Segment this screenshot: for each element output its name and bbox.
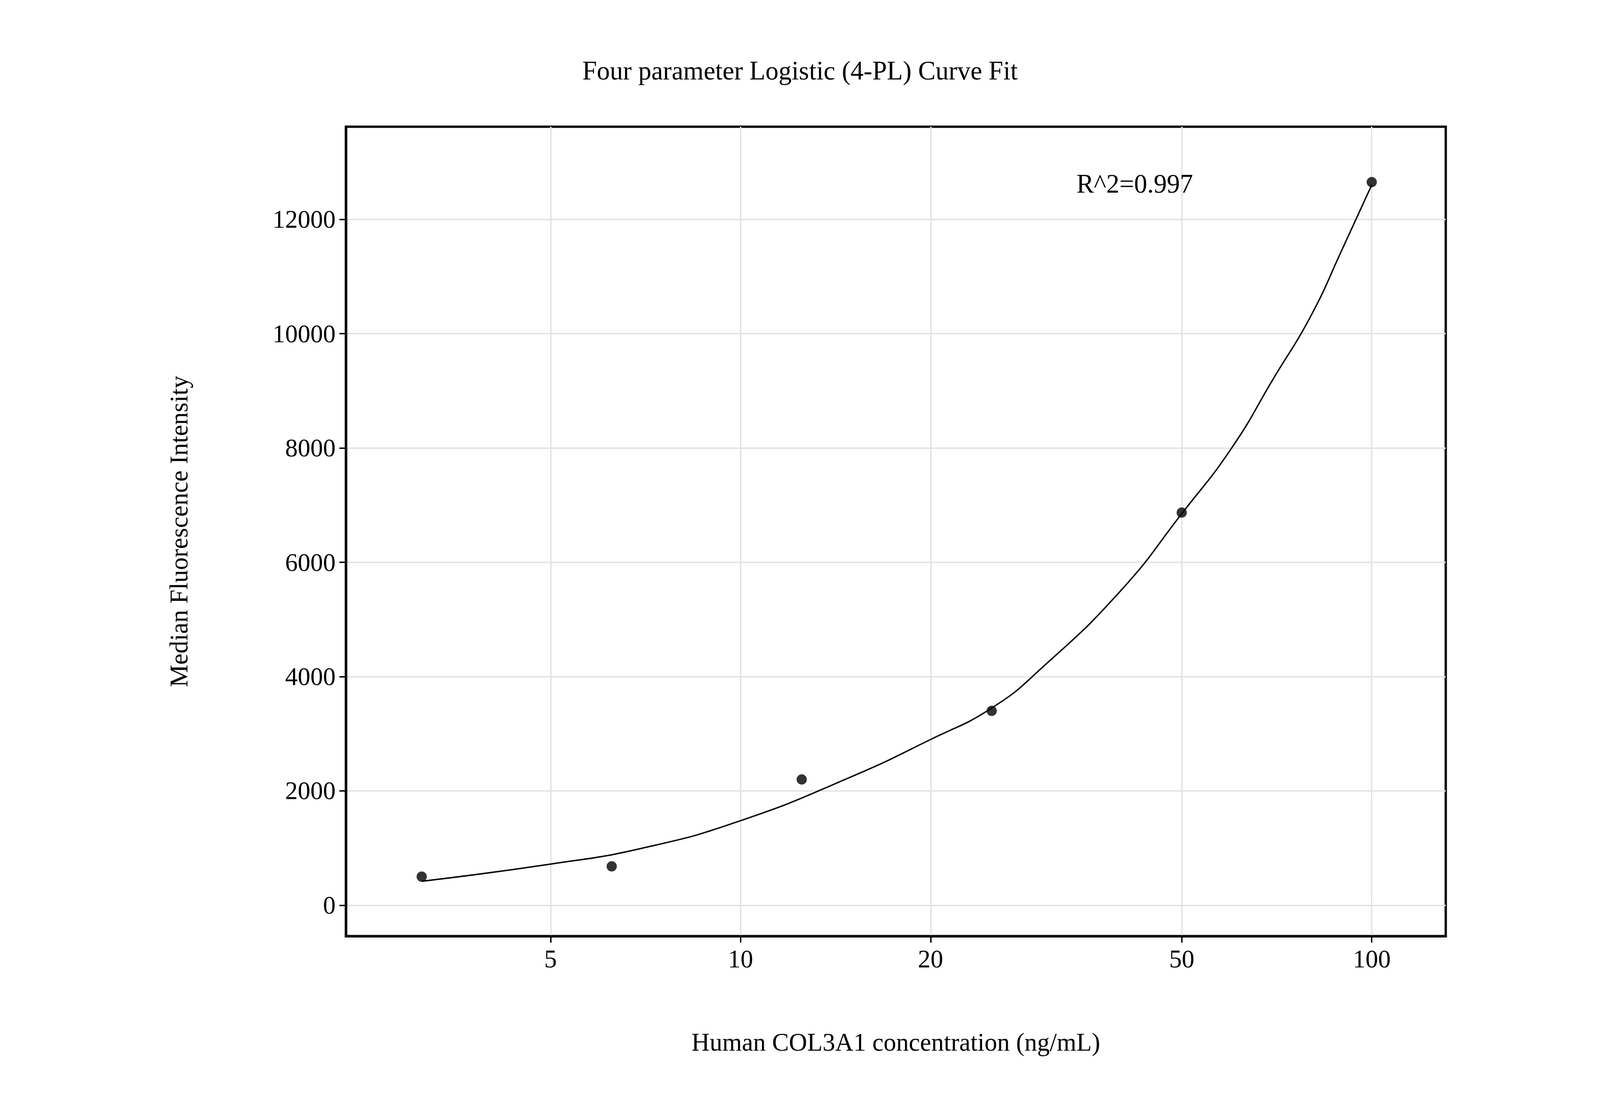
svg-text:Four parameter Logistic (4-PL): Four parameter Logistic (4-PL) Curve Fit xyxy=(582,56,1019,86)
svg-text:20: 20 xyxy=(918,944,944,973)
svg-text:8000: 8000 xyxy=(285,433,336,462)
svg-text:50: 50 xyxy=(1169,944,1195,973)
svg-text:10000: 10000 xyxy=(272,319,336,348)
svg-text:R^2=0.997: R^2=0.997 xyxy=(1076,169,1193,199)
svg-text:6000: 6000 xyxy=(285,548,336,577)
svg-text:12000: 12000 xyxy=(272,205,336,234)
svg-text:100: 100 xyxy=(1352,944,1391,973)
svg-text:4000: 4000 xyxy=(285,662,336,691)
svg-text:10: 10 xyxy=(727,944,754,973)
svg-text:2000: 2000 xyxy=(285,776,336,805)
svg-text:5: 5 xyxy=(544,944,557,973)
svg-text:Human COL3A1 concentration (ng: Human COL3A1 concentration (ng/mL) xyxy=(691,1027,1100,1056)
svg-text:Median Fluorescence Intensity: Median Fluorescence Intensity xyxy=(165,375,194,688)
svg-text:0: 0 xyxy=(322,890,336,919)
